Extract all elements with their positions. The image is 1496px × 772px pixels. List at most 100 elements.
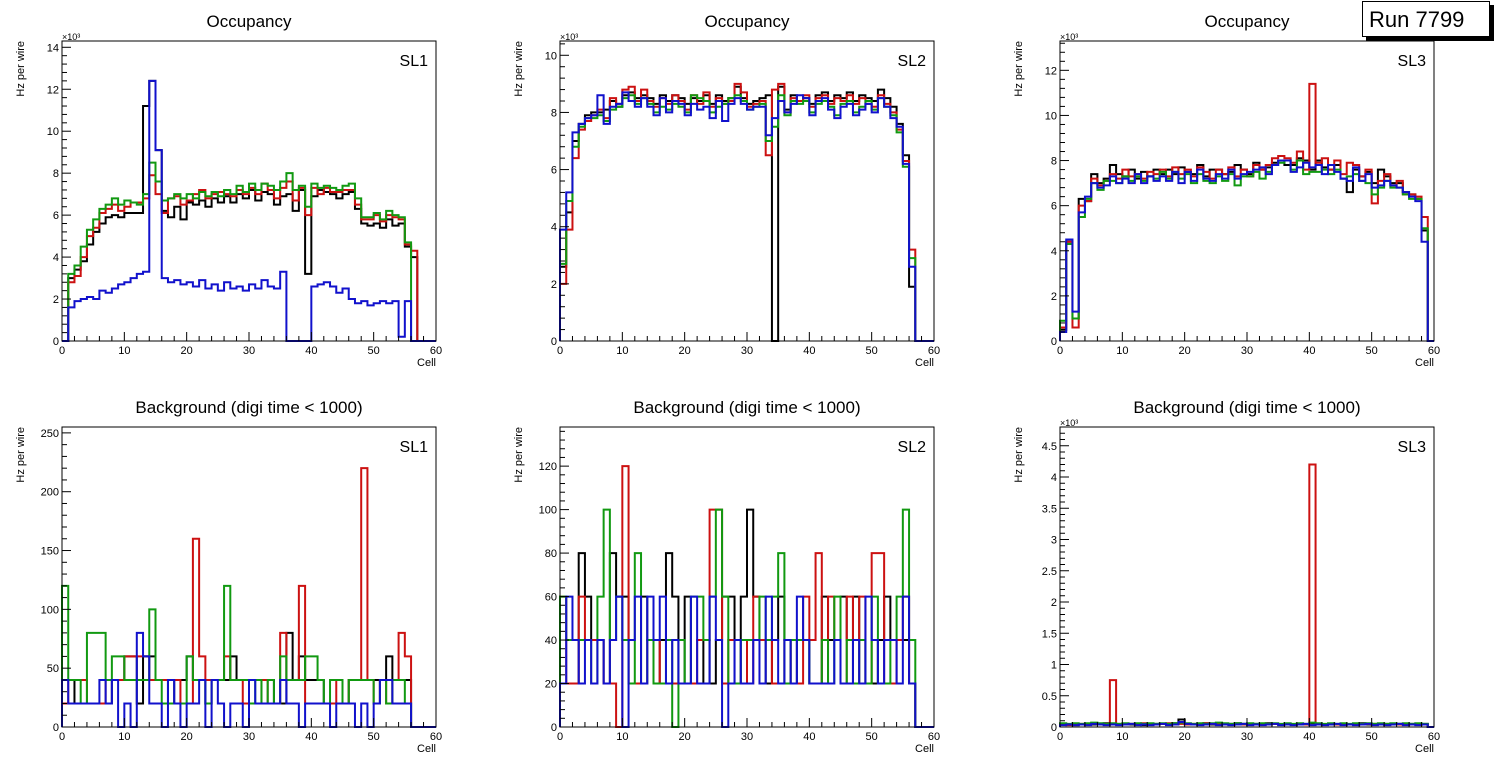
y-tick-label: 2	[1051, 291, 1057, 303]
x-tick-label: 40	[803, 345, 815, 357]
x-tick-label: 40	[803, 731, 815, 743]
chart-title: Background (digi time < 1000)	[1133, 398, 1360, 417]
chart-panel-6: Background (digi time < 1000)0 10 20 30 40 50…	[1013, 398, 1440, 755]
y-tick-label: 6	[1051, 201, 1057, 213]
y-tick-label: 1.5	[1042, 628, 1057, 640]
y-tick-label: 4	[551, 222, 557, 234]
histogram-series-red	[1059, 463, 1434, 728]
y-tick-label: 80	[545, 548, 557, 560]
x-tick-label: 10	[118, 731, 130, 743]
y-exponent-label: ×10³	[1060, 418, 1078, 428]
y-tick-label: 0	[551, 722, 557, 734]
y-tick-label: 2	[1051, 597, 1057, 609]
x-tick-label: 20	[679, 731, 691, 743]
y-tick-label: 3	[1051, 535, 1057, 547]
x-tick-label: 10	[1116, 345, 1128, 357]
histogram-series-green	[61, 584, 436, 728]
histogram-series-green	[62, 161, 436, 342]
y-tick-label: 250	[41, 428, 59, 440]
superlayer-label: SL2	[898, 53, 927, 70]
x-tick-label: 60	[1428, 345, 1440, 357]
superlayer-label: SL1	[400, 439, 429, 456]
x-tick-label: 60	[928, 731, 940, 743]
x-tick-label: 0	[59, 345, 65, 357]
y-tick-label: 2.5	[1042, 566, 1057, 578]
x-tick-label: 30	[1241, 731, 1253, 743]
y-axis-label: Hz per wire	[15, 427, 27, 483]
x-axis-label: Cell	[1415, 357, 1434, 369]
x-tick-label: 30	[741, 345, 753, 357]
superlayer-label: SL2	[898, 439, 927, 456]
y-axis-label: Hz per wire	[513, 41, 525, 97]
y-tick-label: 0	[551, 336, 557, 348]
chart-panel-3: Occupancy 0 10 20 30 40 50 60 0 2 4 6 8 10 12 ×10³ Cell H…	[1013, 12, 1440, 369]
y-tick-label: 12	[47, 84, 59, 96]
histogram-series-blue	[559, 91, 934, 342]
x-tick-label: 20	[181, 731, 193, 743]
x-tick-label: 0	[1057, 731, 1063, 743]
x-tick-label: 50	[368, 731, 380, 743]
y-tick-label: 4.5	[1042, 441, 1057, 453]
x-tick-label: 30	[243, 345, 255, 357]
histogram-series-blue	[1059, 159, 1434, 342]
x-tick-label: 60	[430, 731, 442, 743]
y-tick-label: 100	[41, 604, 59, 616]
chart-panel-1: Occupancy 0 10 20 30 40 50 60 0 2 4 6 8 10 12 14×10³ Cel…	[15, 12, 442, 369]
plot-frame	[559, 40, 935, 342]
y-tick-label: 10	[1045, 110, 1057, 122]
y-exponent-label: ×10³	[1060, 32, 1078, 42]
x-tick-label: 20	[1179, 345, 1191, 357]
y-tick-label: 50	[47, 663, 59, 675]
histogram-series-black	[559, 85, 934, 342]
y-tick-label: 6	[551, 165, 557, 177]
chart-title: Background (digi time < 1000)	[633, 398, 860, 417]
y-tick-label: 120	[539, 461, 557, 473]
x-tick-label: 50	[368, 345, 380, 357]
y-axis-label: Hz per wire	[513, 427, 525, 483]
x-tick-label: 0	[59, 731, 65, 743]
y-tick-label: 4	[53, 252, 59, 264]
x-tick-label: 50	[1366, 731, 1378, 743]
y-exponent-label: ×10³	[560, 32, 578, 42]
y-tick-label: 8	[1051, 156, 1057, 168]
y-tick-label: 150	[41, 546, 59, 558]
chart-title: Occupancy	[206, 12, 292, 31]
y-tick-label: 3.5	[1042, 503, 1057, 515]
y-tick-label: 0.5	[1042, 691, 1057, 703]
superlayer-label: SL3	[1398, 53, 1427, 70]
y-tick-label: 0	[53, 722, 59, 734]
chart-title: Background (digi time < 1000)	[135, 398, 362, 417]
y-tick-label: 8	[551, 107, 557, 119]
y-axis-label: Hz per wire	[1013, 427, 1025, 483]
x-axis-label: Cell	[417, 357, 436, 369]
x-tick-label: 0	[557, 731, 563, 743]
x-tick-label: 60	[430, 345, 442, 357]
x-tick-label: 10	[616, 345, 628, 357]
chart-title: Occupancy	[1204, 12, 1290, 31]
y-tick-label: 2	[53, 294, 59, 306]
chart-title: Occupancy	[704, 12, 790, 31]
y-exponent-label: ×10³	[62, 32, 80, 42]
x-tick-label: 40	[305, 731, 317, 743]
y-tick-label: 0	[1051, 336, 1057, 348]
x-axis-label: Cell	[417, 743, 436, 755]
y-tick-label: 0	[1051, 722, 1057, 734]
run-number-label: Run 7799	[1362, 1, 1490, 37]
y-axis-label: Hz per wire	[1013, 41, 1025, 97]
x-tick-label: 60	[1428, 731, 1440, 743]
histogram-series-red	[559, 82, 934, 342]
x-tick-label: 0	[557, 345, 563, 357]
x-tick-label: 30	[1241, 345, 1253, 357]
x-tick-label: 20	[1179, 731, 1191, 743]
x-tick-label: 10	[616, 731, 628, 743]
y-tick-label: 10	[47, 126, 59, 138]
x-axis-label: Cell	[1415, 743, 1434, 755]
histogram-series-blue	[559, 595, 934, 728]
y-tick-label: 14	[47, 42, 59, 54]
x-tick-label: 30	[243, 731, 255, 743]
y-tick-label: 200	[41, 487, 59, 499]
y-axis-label: Hz per wire	[15, 41, 27, 97]
x-tick-label: 50	[866, 731, 878, 743]
